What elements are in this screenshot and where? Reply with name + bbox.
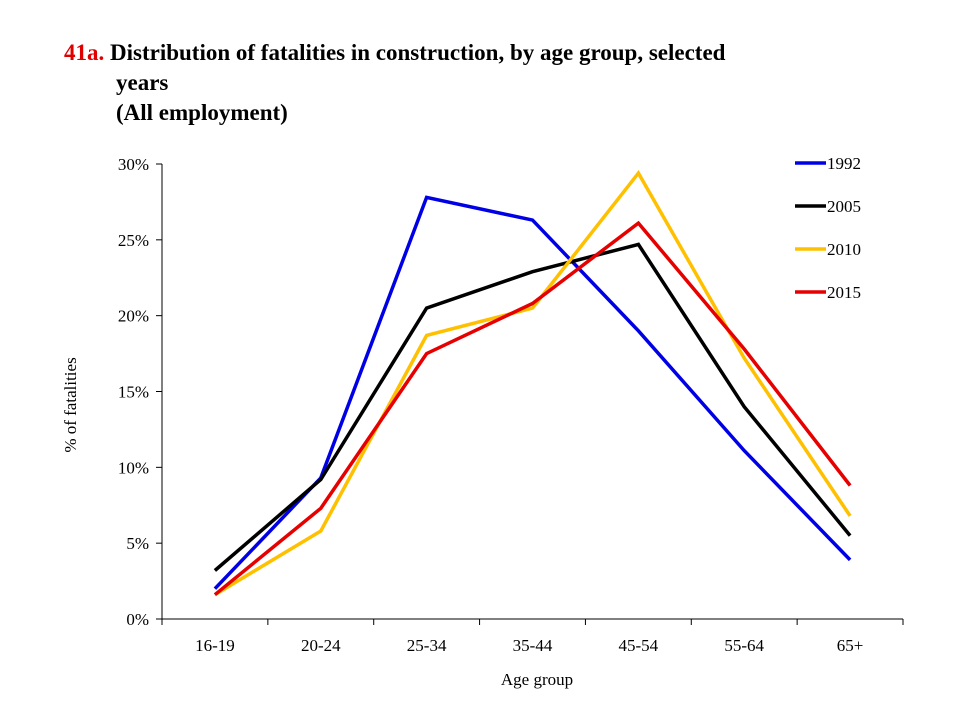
- x-tick-label: 65+: [837, 636, 864, 655]
- series-line-1992: [213, 195, 852, 590]
- x-tick-label: 55-64: [724, 636, 764, 655]
- chart-ticks: 0% 5% 10% 15% 20% 25% 30% 16-19 20-24 25-34 35-44 4…: [118, 155, 904, 655]
- title-line-2: years: [116, 70, 169, 95]
- series-line-2005: [213, 242, 852, 572]
- legend-label-2010: 2010: [827, 240, 861, 259]
- legend-label-1992: 1992: [827, 154, 861, 173]
- x-axis-label: Age group: [501, 670, 573, 689]
- y-tick-label: 30%: [118, 155, 149, 174]
- chart-legend: 1992 2005 2010 2015: [795, 154, 861, 302]
- y-axis-label: % of fatalities: [61, 357, 80, 452]
- series-line-2010: [213, 169, 852, 597]
- legend-label-2015: 2015: [827, 283, 861, 302]
- y-tick-label: 10%: [118, 458, 149, 477]
- title-text-1: Distribution of fatalities in constructi…: [110, 40, 726, 65]
- x-tick-label: 16-19: [195, 636, 235, 655]
- y-tick-label: 15%: [118, 383, 149, 402]
- x-tick-label: 35-44: [513, 636, 553, 655]
- x-tick-label: 45-54: [619, 636, 659, 655]
- title-line-3: (All employment): [116, 100, 288, 125]
- x-tick-label: 25-34: [407, 636, 447, 655]
- y-tick-label: 20%: [118, 307, 149, 326]
- chart-axes: [161, 164, 903, 620]
- legend-label-2005: 2005: [827, 197, 861, 216]
- chart-series: [213, 169, 852, 597]
- y-tick-label: 25%: [118, 231, 149, 250]
- y-tick-label: 0%: [126, 610, 149, 629]
- y-tick-label: 5%: [126, 534, 149, 553]
- series-line-2015: [213, 220, 852, 597]
- x-tick-label: 20-24: [301, 636, 341, 655]
- title-line-1: 41a. Distribution of fatalities in const…: [64, 38, 924, 68]
- chart-title: 41a. Distribution of fatalities in const…: [64, 38, 924, 128]
- title-number: 41a.: [64, 40, 105, 65]
